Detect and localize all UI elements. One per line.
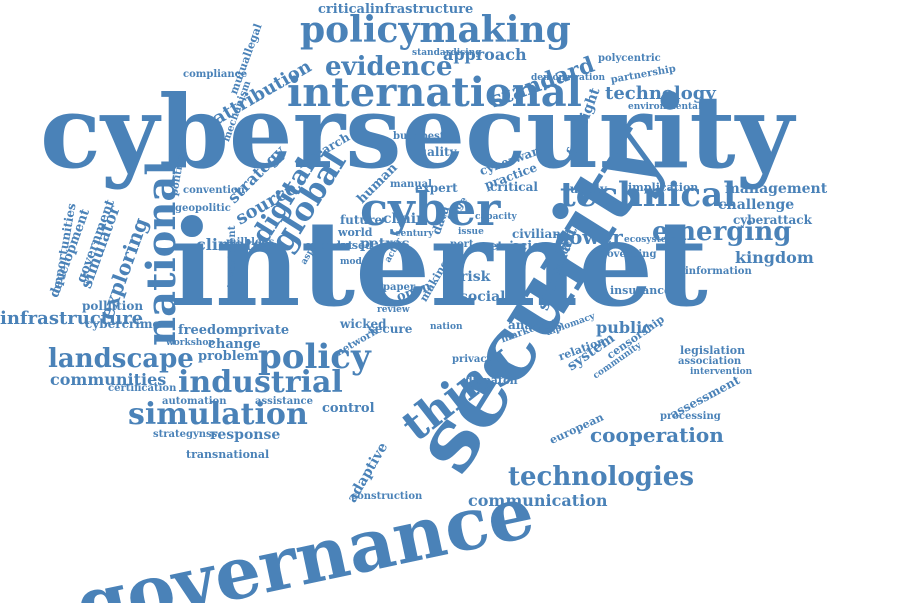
word: workshop [166,338,215,348]
word: private [238,323,290,338]
word: issue [458,227,484,237]
word: technical [560,175,737,215]
word: policymaking [300,9,571,51]
word: demonstration [531,73,606,83]
word: landscape [48,344,194,374]
word: budapest [393,131,445,142]
word: privacy [452,354,493,365]
word: port [450,239,474,250]
word: chain [383,211,427,227]
word: challenge [718,197,795,213]
word: communication [468,491,608,510]
word: support [305,239,353,252]
word: technologies [508,462,694,492]
word: intervention [690,367,753,377]
word: standardising [412,48,482,58]
word: polycentric [598,53,661,64]
word: ecosystem [624,235,676,245]
word: compliance [183,69,248,80]
word: secure [368,322,413,336]
word: nation [430,322,463,332]
word: manual [390,179,432,190]
word: social [460,289,506,305]
word: change [208,337,261,352]
word: world [338,226,373,239]
word: simulation [128,397,308,432]
word: climate [196,235,263,254]
word: insurance [610,284,671,297]
word: wicked [340,317,387,331]
word: cyberattack [733,213,812,227]
word: pollution [82,299,144,313]
word: strategynss [153,429,218,440]
word: communities [50,370,167,389]
word: quality [410,145,457,159]
word: automation [162,396,227,407]
word: evidence [325,52,453,82]
word: management [725,181,828,197]
word: international [287,69,582,116]
word: criticalinfrastructure [318,2,474,17]
word: public [596,318,652,337]
word: freedom [178,323,239,338]
word: infrastructure [0,308,144,329]
word: industrial [178,365,343,400]
word: critical [490,180,538,194]
word: investment [227,225,238,288]
word: petras [360,236,410,252]
word: transnational [186,448,270,461]
word: control [322,401,375,416]
word: paper [383,282,416,293]
word: association [678,356,742,367]
word: cyber [360,182,501,236]
word: kingdom [735,248,814,267]
word: governing [600,249,657,260]
word: analysis [508,318,562,332]
word: internet [170,194,708,333]
word: policy [258,337,371,377]
word: cybercrime [85,317,161,331]
word: cybersecurity [40,73,794,191]
word: based [337,239,373,252]
word: review [377,305,410,315]
word: civilian [512,227,562,241]
word: technology [605,83,716,104]
word: future [340,213,383,227]
word: milblogs [226,237,275,248]
word: dispatch [465,374,518,387]
word: metric [477,239,522,253]
word: approach [443,45,527,64]
word: emerging [652,217,792,247]
word: cooperation [590,423,724,447]
word: construction [351,491,423,502]
word: information [685,266,752,277]
word: certification [108,383,177,394]
word: implication [628,181,699,194]
word: geopolitic [175,203,231,214]
word: model [340,257,371,267]
word: environmental [628,102,702,112]
word: expert [415,181,458,195]
word: convention [183,185,245,196]
word: century [395,229,434,239]
word: assistance [255,396,313,407]
word: response [210,427,281,443]
word: processing [660,411,721,422]
word: capacity [475,212,517,222]
word: risk [460,269,491,285]
word: science [512,239,567,254]
word: legislation [680,344,746,357]
word: problem [198,349,259,364]
word: power [555,225,623,249]
word: supply [563,182,607,196]
